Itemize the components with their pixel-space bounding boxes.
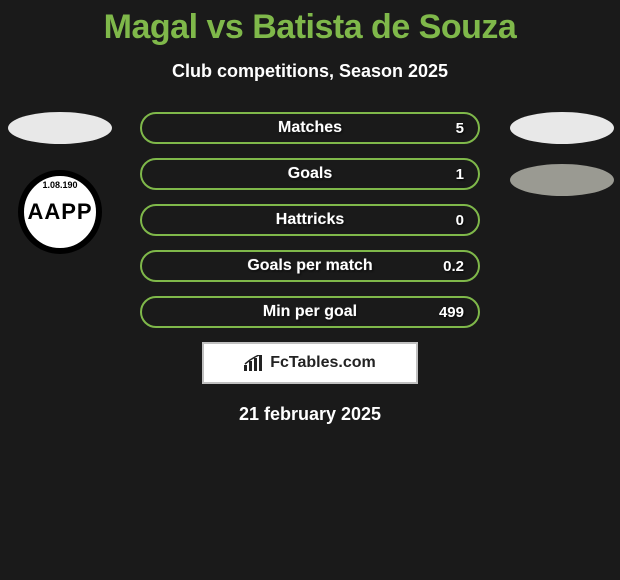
date-label: 21 february 2025 — [0, 404, 620, 425]
club-logo-letters: AAPP — [27, 199, 92, 225]
stat-label: Hattricks — [276, 211, 344, 229]
stat-row: Hattricks 0 — [140, 204, 480, 236]
page-title: Magal vs Batista de Souza — [0, 0, 620, 47]
stat-value: 0 — [456, 212, 464, 229]
stat-label: Min per goal — [263, 303, 357, 321]
bar-chart-icon — [244, 355, 264, 371]
stat-row: Matches 5 — [140, 112, 480, 144]
stat-row: Goals 1 — [140, 158, 480, 190]
stat-value: 1 — [456, 166, 464, 183]
player-badge-right-1 — [510, 112, 614, 144]
stat-label: Matches — [278, 119, 342, 137]
stat-row: Goals per match 0.2 — [140, 250, 480, 282]
stat-value: 0.2 — [443, 258, 464, 275]
stat-value: 5 — [456, 120, 464, 137]
stat-label: Goals per match — [247, 257, 372, 275]
subtitle: Club competitions, Season 2025 — [0, 61, 620, 82]
stats-bars: Matches 5 Goals 1 Hattricks 0 Goals per … — [140, 112, 480, 328]
stat-row: Min per goal 499 — [140, 296, 480, 328]
player-badge-right-2 — [510, 164, 614, 196]
comparison-panel: 1.08.190 AAPP Matches 5 Goals 1 Hattrick… — [0, 112, 620, 425]
brand-text: FcTables.com — [270, 354, 376, 372]
stat-label: Goals — [288, 165, 332, 183]
club-logo: 1.08.190 AAPP — [18, 170, 102, 254]
club-logo-arc-text: 1.08.190 — [30, 180, 90, 190]
player-badge-left — [8, 112, 112, 144]
stat-value: 499 — [439, 304, 464, 321]
brand-box[interactable]: FcTables.com — [202, 342, 418, 384]
